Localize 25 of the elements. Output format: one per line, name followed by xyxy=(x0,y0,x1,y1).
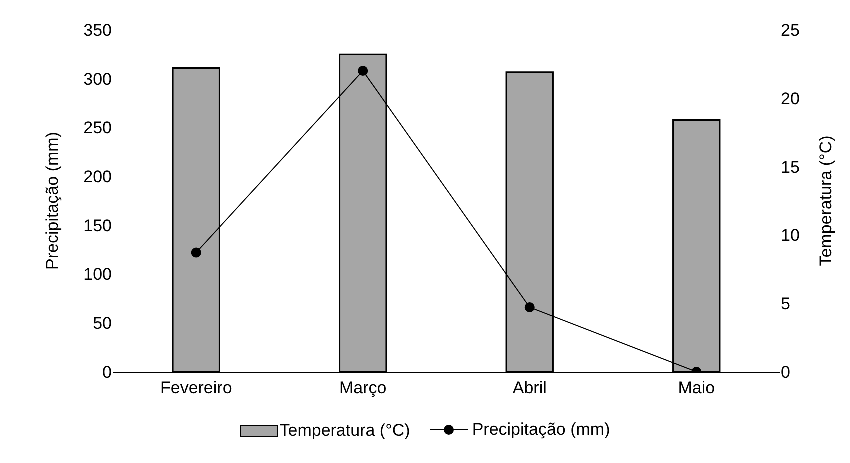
legend-label: Temperatura (°C) xyxy=(280,421,410,441)
y-tick-label: 100 xyxy=(84,265,112,284)
x-tick-label: Fevereiro xyxy=(160,378,232,398)
y2-tick-label: 5 xyxy=(781,294,790,314)
y-tick-label: 350 xyxy=(84,20,112,40)
x-tick-label: Maio xyxy=(678,378,716,398)
y2-tick-label: 25 xyxy=(781,20,800,40)
y-axis-title: Precipitação (mm) xyxy=(43,132,62,270)
y-tick-label: 150 xyxy=(84,216,112,236)
x-tick-label: Março xyxy=(340,378,387,398)
y2-tick-label: 10 xyxy=(781,226,800,246)
y2-tick-label: 15 xyxy=(781,158,800,177)
x-tick-label: Abril xyxy=(512,378,547,398)
y-tick-label: 0 xyxy=(102,362,112,382)
point xyxy=(524,302,535,313)
point xyxy=(358,66,368,76)
y-tick-label: 250 xyxy=(84,118,112,138)
y-tick-label: 300 xyxy=(84,70,112,89)
point xyxy=(191,248,202,258)
y-tick-label: 200 xyxy=(84,168,112,187)
y2-tick-label: 20 xyxy=(781,89,800,108)
y-tick-label: 50 xyxy=(93,314,112,334)
legend-label: Precipitação (mm) xyxy=(472,420,610,440)
y2-tick-label: 0 xyxy=(781,362,790,382)
y2-axis-title: Temperatura (°C) xyxy=(816,136,836,266)
